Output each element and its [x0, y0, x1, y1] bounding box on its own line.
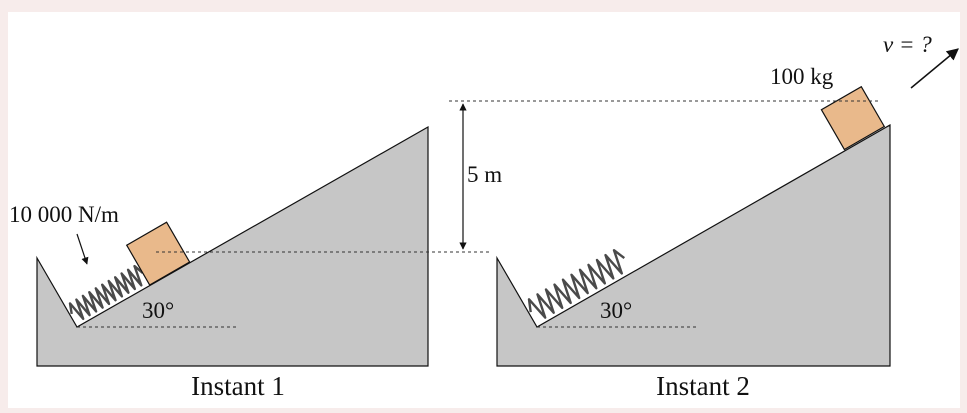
angle-label-1: 30° [142, 298, 174, 323]
spring-1 [68, 264, 144, 320]
instant-2-scene [496, 48, 959, 367]
angle-label-2: 30° [600, 298, 632, 323]
spring-2 [527, 248, 626, 319]
instant-2-caption: Instant 2 [656, 371, 750, 401]
height-label: 5 m [467, 162, 502, 187]
ramp-1 [36, 125, 429, 367]
instant-1-scene [36, 125, 429, 367]
mass-label: 100 kg [770, 64, 834, 89]
instant-1-caption: Instant 1 [191, 371, 285, 401]
ramp-2 [496, 123, 891, 367]
velocity-label: v = ? [883, 32, 932, 57]
velocity-arrow [910, 48, 959, 89]
spring-constant-label: 10 000 N/m [9, 202, 119, 227]
block-1 [125, 221, 191, 286]
height-dimension [156, 100, 880, 253]
block-2 [820, 85, 886, 151]
spring-pointer-arrow [76, 233, 89, 265]
